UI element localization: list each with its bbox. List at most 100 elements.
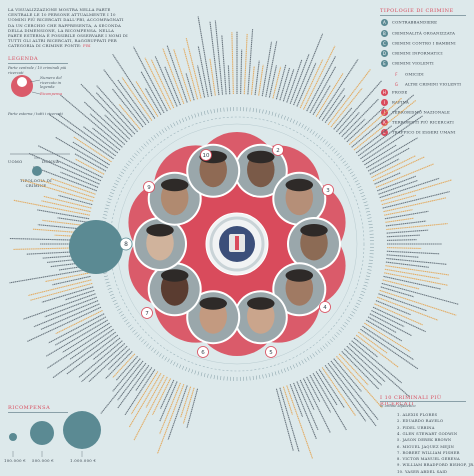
name-label-line <box>58 194 93 206</box>
name-label-line <box>44 296 97 318</box>
tick-mark <box>130 158 134 161</box>
name-label-line <box>386 234 420 238</box>
tick-mark <box>179 364 182 369</box>
portrait-hair <box>160 269 189 282</box>
name-label-line <box>243 33 248 95</box>
name-label-line <box>52 331 116 379</box>
tick-mark <box>197 112 200 117</box>
name-label-line <box>48 313 105 344</box>
name-label-line <box>74 158 105 175</box>
name-label-line <box>371 155 416 179</box>
name-label-line <box>302 378 331 433</box>
tick-mark <box>194 113 197 118</box>
name-label-line <box>286 59 303 103</box>
name-label-line <box>258 64 264 96</box>
legend-crime-type: Tipologia di crimine <box>20 178 52 188</box>
name-label-line <box>321 367 356 416</box>
name-label-line <box>48 113 114 160</box>
fbi-shield-stripe <box>235 236 239 250</box>
name-label-line <box>384 209 413 216</box>
name-label-line <box>315 371 338 406</box>
number-badge-label: 8 <box>124 241 128 248</box>
crime-type-label: Traffico di esseri umani <box>392 129 456 135</box>
top10-item: 5. Jason Derek Brown <box>397 438 452 443</box>
name-label-line <box>381 194 416 206</box>
tick-mark <box>197 371 200 376</box>
name-label-line <box>52 275 91 286</box>
name-label-line <box>299 379 315 411</box>
tick-mark <box>348 316 352 320</box>
tick-mark <box>170 124 173 128</box>
name-label-line <box>286 385 313 459</box>
name-label-line <box>28 152 100 185</box>
tick-mark <box>170 360 173 364</box>
tick-mark <box>357 186 362 189</box>
name-label-line <box>315 72 344 117</box>
name-label-line <box>333 358 362 392</box>
tick-mark <box>130 327 134 330</box>
tick-mark <box>322 345 326 349</box>
name-label-line <box>296 62 317 107</box>
name-label-line <box>353 337 379 358</box>
tick-mark <box>182 365 185 370</box>
tick-mark <box>203 110 206 115</box>
tick-mark <box>332 148 336 152</box>
number-badge <box>319 301 331 313</box>
tick-mark <box>265 373 267 378</box>
name-label-line <box>121 77 153 121</box>
tick-mark <box>289 118 292 123</box>
tick-mark <box>329 339 333 343</box>
number-badge-label: 9 <box>147 185 151 191</box>
name-label-line <box>261 41 273 97</box>
tick-mark <box>357 299 362 302</box>
name-label-line <box>362 134 404 163</box>
name-label-line <box>343 348 383 386</box>
name-label-line <box>385 217 414 223</box>
name-label-line <box>338 112 360 135</box>
name-label-line <box>386 257 447 265</box>
portrait-hair <box>285 269 314 282</box>
number-badge-label: 2 <box>276 148 280 154</box>
portrait-hair <box>247 297 275 310</box>
name-label-line <box>54 316 107 346</box>
tick-mark <box>301 360 304 364</box>
tick-mark <box>207 373 209 378</box>
crime-type-badge: F <box>395 72 398 77</box>
name-label-line <box>336 80 382 133</box>
name-label-line <box>185 37 202 99</box>
name-label-line <box>112 358 141 392</box>
top10-item: 6. Miguel Jaquez Mejin <box>397 444 455 449</box>
name-label-line <box>375 300 411 316</box>
name-label-line <box>156 384 185 454</box>
tick-mark <box>138 336 142 340</box>
name-label-line <box>369 158 400 175</box>
fbi-seal-ring <box>209 216 265 272</box>
top10-divider <box>380 401 466 402</box>
name-label-line <box>80 83 133 138</box>
tick-mark <box>200 111 203 116</box>
name-label-line <box>37 145 103 179</box>
name-label-line <box>152 378 172 416</box>
tick-mark <box>115 180 120 183</box>
legend-crime-type-circle <box>32 166 42 176</box>
name-label-line <box>247 29 254 95</box>
name-label-line <box>23 293 96 320</box>
name-label-line <box>124 369 156 416</box>
tick-mark <box>210 374 212 379</box>
name-label-line <box>56 159 102 182</box>
name-label-line <box>324 365 367 422</box>
name-label-line <box>186 388 199 429</box>
name-label-line <box>72 141 110 166</box>
name-label-line <box>380 179 453 202</box>
top10-item: 2. Eduardo Ravelo <box>397 419 444 424</box>
name-label-line <box>32 228 88 234</box>
name-label-line <box>30 282 93 301</box>
name-label-line <box>355 334 399 368</box>
tick-mark <box>358 189 363 192</box>
name-label-line <box>78 340 123 378</box>
tick-mark <box>312 353 316 357</box>
tick-mark <box>151 137 154 141</box>
tick-mark <box>136 334 140 338</box>
tick-mark <box>182 118 185 123</box>
tick-mark <box>349 313 354 317</box>
